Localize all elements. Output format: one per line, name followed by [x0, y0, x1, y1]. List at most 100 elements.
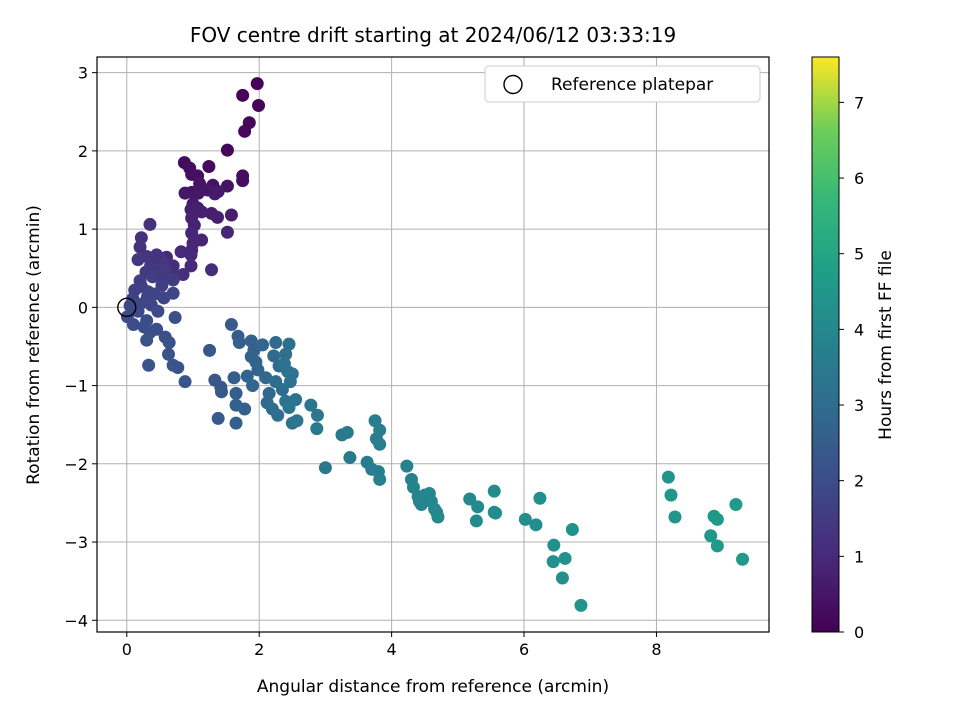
y-tick-label: 1 — [78, 220, 88, 239]
scatter-point — [143, 217, 157, 231]
y-tick-label: 2 — [78, 142, 88, 161]
scatter-point — [283, 375, 297, 389]
scatter-point — [184, 259, 198, 273]
scatter-point — [275, 382, 289, 396]
scatter-point — [489, 506, 503, 520]
scatter-point — [238, 402, 252, 416]
scatter-point — [146, 270, 160, 284]
scatter-point — [555, 571, 569, 585]
data-points — [120, 77, 750, 612]
scatter-point — [151, 304, 165, 318]
scatter-point — [220, 143, 234, 157]
scatter-point — [574, 598, 588, 612]
scatter-point — [246, 379, 260, 393]
scatter-point — [236, 174, 250, 188]
scatter-point — [224, 208, 238, 222]
scatter-point — [185, 226, 199, 240]
x-axis-ticks: 0 2 4 6 8 — [122, 632, 662, 659]
colorbar-gradient — [811, 56, 840, 633]
scatter-point — [661, 470, 675, 484]
scatter-point — [340, 426, 354, 440]
scatter-point — [148, 287, 162, 301]
y-tick-label: −3 — [64, 533, 88, 552]
scatter-point — [227, 371, 241, 385]
scatter-point — [373, 472, 387, 486]
x-tick-label: 2 — [254, 640, 264, 659]
scatter-point — [178, 375, 192, 389]
colorbar-tick-label: 1 — [854, 547, 864, 566]
colorbar-tick-label: 5 — [854, 245, 864, 264]
colorbar-tick-label: 6 — [854, 169, 864, 188]
scatter-point — [220, 225, 234, 239]
scatter-point — [229, 386, 243, 400]
scatter-point — [518, 512, 532, 526]
scatter-point — [178, 186, 192, 200]
reference-platepar-marker — [117, 297, 137, 318]
scatter-point — [269, 336, 283, 350]
scatter-point — [208, 187, 222, 201]
scatter-point — [736, 552, 750, 566]
scatter-point — [184, 248, 198, 262]
scatter-point — [710, 539, 724, 553]
legend-entry-reference-platepar: Reference platepar — [551, 75, 713, 95]
scatter-point — [400, 459, 414, 473]
x-tick-label: 4 — [387, 640, 397, 659]
scatter-point — [310, 408, 324, 422]
scatter-point — [343, 451, 357, 465]
scatter-point — [729, 497, 743, 511]
scatter-point — [131, 253, 145, 267]
scatter-point — [431, 510, 445, 524]
scatter-point — [238, 124, 252, 138]
scatter-point — [166, 358, 180, 372]
scatter-point — [664, 488, 678, 502]
legend-reference-icon — [503, 74, 523, 95]
scatter-point — [210, 210, 224, 224]
scatter-point — [162, 347, 176, 361]
x-axis-label: Angular distance from reference (arcmin) — [257, 677, 609, 697]
colorbar-label: Hours from first FF file — [876, 250, 896, 440]
scatter-point — [565, 523, 579, 537]
plot-frame — [96, 56, 770, 633]
scatter-point — [250, 77, 264, 91]
scatter-point — [471, 500, 485, 514]
scatter-point — [203, 343, 217, 357]
scatter-point — [304, 398, 318, 412]
scatter-point — [487, 484, 501, 498]
scatter-point — [373, 423, 387, 437]
scatter-point — [267, 349, 281, 363]
scatter-point — [214, 385, 228, 399]
scatter-point — [162, 336, 176, 350]
scatter-point — [168, 311, 182, 325]
y-tick-label: −4 — [64, 611, 88, 630]
scatter-point — [252, 99, 266, 113]
scatter-point — [140, 333, 154, 347]
scatter-point — [463, 492, 477, 506]
scatter-point — [259, 371, 273, 385]
scatter-point — [174, 245, 188, 259]
scatter-point — [166, 286, 180, 300]
colorbar-tick-label: 3 — [854, 396, 864, 415]
y-tick-label: −1 — [64, 377, 88, 396]
scatter-point — [310, 422, 324, 436]
y-tick-label: −2 — [64, 455, 88, 474]
colorbar-ticks: 0 1 2 3 4 5 6 7 — [839, 93, 864, 642]
scatter-point — [529, 518, 543, 532]
scatter-point — [704, 529, 718, 543]
scatter-point — [166, 273, 180, 287]
y-axis-ticks: 3 2 1 0 −1 −2 −3 −4 — [64, 64, 97, 630]
y-axis-label: Rotation from reference (arcmin) — [24, 205, 44, 485]
scatter-point — [558, 551, 572, 565]
scatter-point — [710, 512, 724, 526]
x-tick-label: 8 — [651, 640, 661, 659]
scatter-point — [533, 491, 547, 505]
scatter-point — [546, 555, 560, 569]
scatter-point — [142, 358, 156, 372]
scatter-point — [256, 338, 270, 352]
x-tick-label: 6 — [519, 640, 529, 659]
scatter-point — [271, 408, 285, 422]
scatter-point — [224, 318, 238, 332]
scatter-point — [318, 461, 332, 475]
scatter-point — [290, 414, 304, 428]
